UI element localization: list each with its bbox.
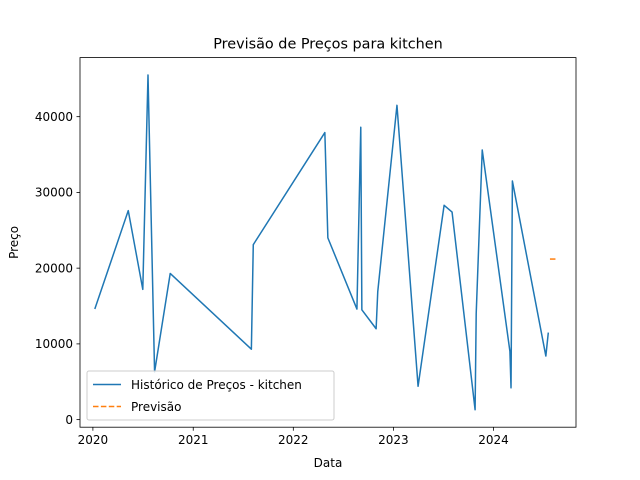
- y-axis: 0 10000 20000 30000 40000: [35, 110, 80, 427]
- legend-label-forecast: Previsão: [131, 400, 181, 414]
- y-tick-label: 40000: [35, 110, 73, 124]
- series-line-history: [94, 74, 550, 411]
- x-axis: 2020 2021 2022 2023 2024: [78, 427, 509, 447]
- plot-frame: [79, 57, 577, 428]
- y-tick-label: 0: [65, 413, 73, 427]
- x-tick-label: 2024: [478, 433, 509, 447]
- legend-frame: [86, 370, 335, 421]
- chart-title: Previsão de Preços para kitchen: [213, 37, 443, 53]
- legend-label-history: Histórico de Preços - kitchen: [131, 378, 302, 392]
- x-tick-label: 2022: [278, 433, 309, 447]
- y-axis-label: Preço: [7, 226, 21, 259]
- legend[interactable]: Histórico de Preços - kitchen Previsão: [86, 370, 335, 421]
- x-axis-label: Data: [314, 456, 343, 470]
- x-tick-label: 2021: [178, 433, 209, 447]
- y-tick-label: 10000: [35, 337, 73, 351]
- x-tick-label: 2020: [78, 433, 109, 447]
- plot-area: [94, 74, 558, 411]
- series-layer: [94, 74, 558, 411]
- y-tick-label: 20000: [35, 261, 73, 275]
- x-tick-label: 2023: [378, 433, 409, 447]
- y-tick-label: 30000: [35, 186, 73, 200]
